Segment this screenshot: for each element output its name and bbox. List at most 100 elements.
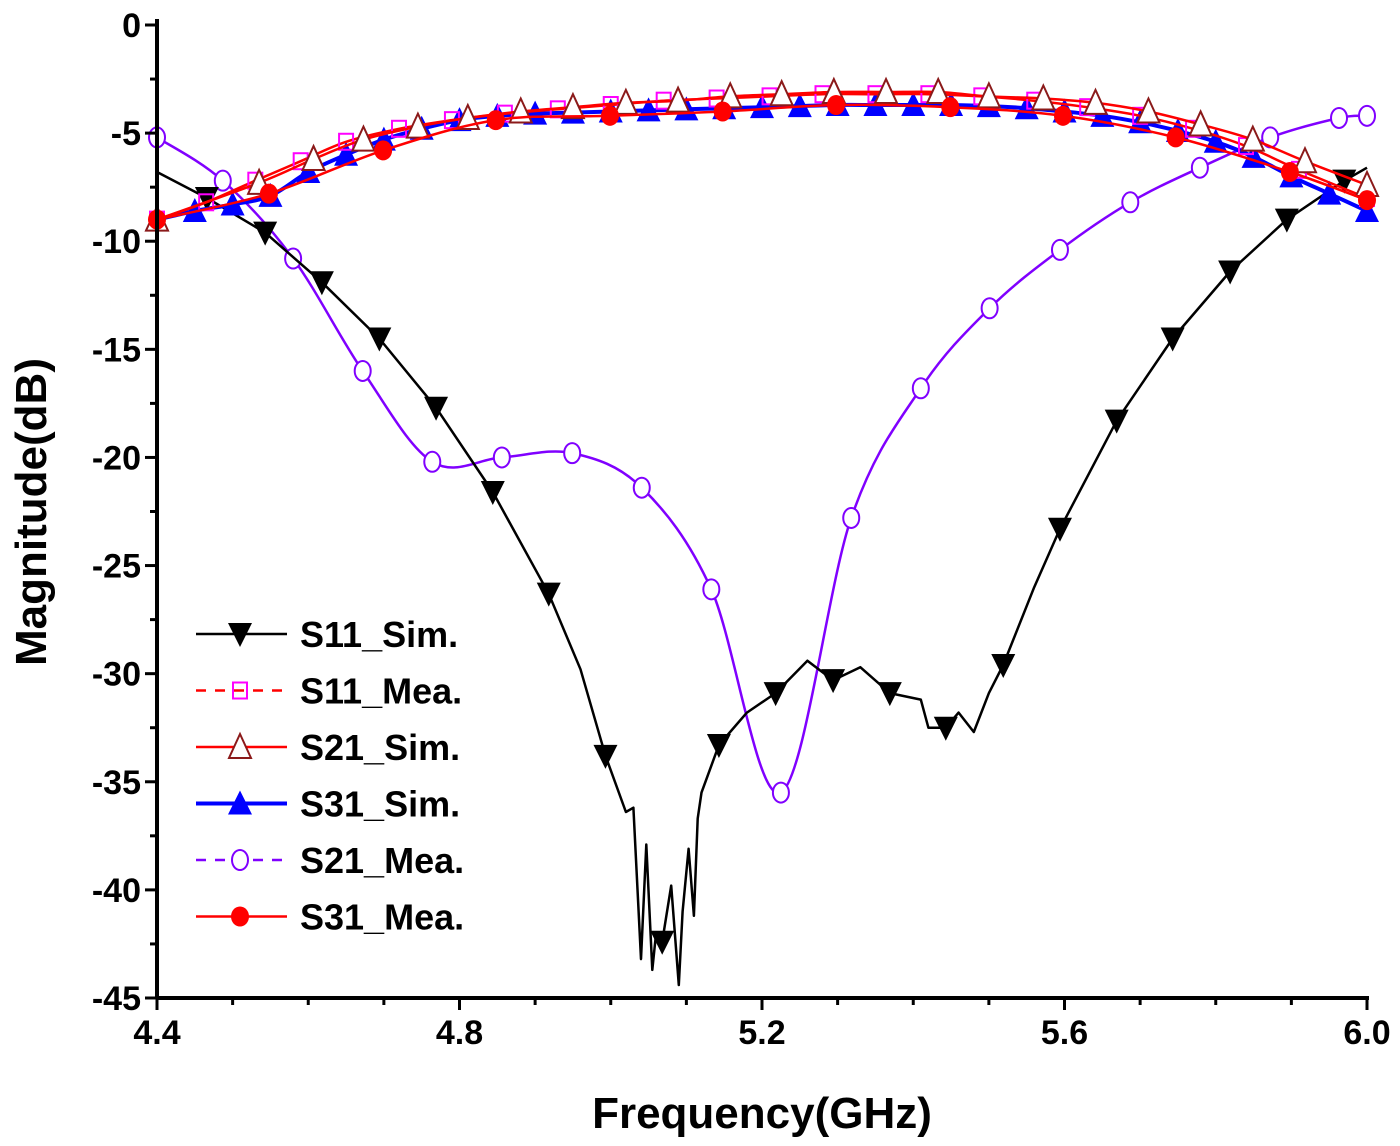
legend-label: S11_Sim. <box>300 614 458 655</box>
s31-mea-point <box>941 97 960 118</box>
legend-marker-icon <box>228 790 252 815</box>
s31-sim-point <box>334 141 359 166</box>
s21-mea-point <box>423 450 442 473</box>
s31-mea-point <box>600 105 619 126</box>
s21-mea-point <box>1050 238 1069 261</box>
y-tick-label: -25 <box>92 548 141 586</box>
x-tick-label: 4.8 <box>436 1014 483 1052</box>
s21-sim-point <box>873 76 899 105</box>
legend-marker-icon <box>231 906 249 927</box>
s11-sim-point <box>593 744 618 769</box>
y-axis-title: Magnitude(dB) <box>7 358 56 666</box>
y-tick-label: -10 <box>92 223 141 261</box>
s11-sim-line <box>156 166 1368 987</box>
series-s31-mea <box>148 95 1376 230</box>
s21-sim-point <box>1082 87 1109 115</box>
s11-sim-point <box>1160 327 1185 352</box>
s21-sim-point <box>300 143 327 172</box>
s21-sim-point <box>1030 83 1056 111</box>
s31-sim-point <box>182 197 207 222</box>
y-tick-label: -20 <box>92 439 141 477</box>
s31-mea-point <box>374 140 393 161</box>
s11-sim-point <box>991 654 1016 679</box>
s21-mea-point <box>492 446 511 469</box>
s11-mea-point <box>338 132 355 151</box>
s11-sim-point <box>763 682 788 707</box>
s21-sim-point <box>455 102 481 130</box>
s11-sim-point <box>706 734 731 759</box>
s21-mea-point <box>911 377 930 400</box>
s11-sim-point <box>536 582 561 607</box>
s21-mea-point <box>1358 104 1376 127</box>
series-s11-sim <box>156 166 1368 987</box>
legend-item-s31-mea: S31_Mea. <box>196 897 464 938</box>
legend-label: S21_Mea. <box>300 840 464 881</box>
x-tick-label: 4.4 <box>133 1014 180 1052</box>
s11-sim-point <box>1047 517 1072 542</box>
legend-label: S31_Sim. <box>300 784 460 825</box>
legend-label: S11_Mea. <box>300 671 462 712</box>
s21-mea-point <box>1121 191 1140 214</box>
s11-sim-point <box>309 271 334 296</box>
x-tick-label: 6.0 <box>1343 1014 1390 1052</box>
s11-sim-point <box>1218 260 1243 285</box>
y-tick-label: -30 <box>92 656 141 694</box>
s21-mea-point <box>842 506 861 529</box>
s21-mea-point <box>702 578 721 601</box>
s21-sim-point <box>613 87 639 115</box>
s11-sim-point <box>253 221 278 246</box>
s21-sim-point <box>925 76 951 105</box>
s31-sim-point <box>901 92 926 117</box>
x-tick-label: 5.6 <box>1041 1014 1088 1052</box>
s11-sim-point <box>877 682 902 707</box>
s31-mea-point <box>827 95 846 116</box>
legend-item-s21-sim: S21_Sim. <box>196 727 460 768</box>
s21-sim-point <box>350 124 377 152</box>
legend-item-s21-mea: S21_Mea. <box>196 840 464 881</box>
y-tick-label: -5 <box>111 115 141 153</box>
s21-sim-point <box>976 80 1002 109</box>
s21-mea-point <box>353 359 372 382</box>
s21-sim-point <box>405 111 431 139</box>
s31-mea-point <box>1166 127 1185 148</box>
legend-label: S31_Mea. <box>300 897 464 938</box>
x-tick-label: 5.2 <box>738 1014 785 1052</box>
y-tick-label: 0 <box>122 7 141 45</box>
s31-mea-point <box>486 110 505 131</box>
legend-item-s31-sim: S31_Sim. <box>196 784 460 825</box>
s11-sim-point <box>194 186 219 211</box>
s21-sim-point <box>1135 96 1162 124</box>
s11-sim-point <box>933 716 958 741</box>
x-axis-title: Frequency(GHz) <box>592 1089 932 1138</box>
s11-sim-point <box>821 669 846 694</box>
s21-mea-point <box>632 476 651 499</box>
y-tick-label: -15 <box>92 331 141 369</box>
s21-sim-point <box>769 78 795 107</box>
legend-label: S21_Sim. <box>300 727 460 768</box>
s11-sim-point <box>367 327 392 352</box>
s21-sim-point <box>1292 145 1318 174</box>
legend-marker-icon <box>227 731 253 759</box>
y-tick-label: -45 <box>92 980 141 1018</box>
s31-mea-point <box>1280 162 1299 183</box>
s21-mea-point <box>771 781 790 804</box>
y-tick-label: -35 <box>92 764 141 802</box>
s31-mea-point <box>1358 190 1376 211</box>
s21-mea-point <box>1330 106 1349 129</box>
s11-sim-point <box>1274 208 1299 233</box>
s31-mea-point <box>713 101 732 122</box>
series-s21-mea <box>148 104 1376 804</box>
s21-mea-point <box>980 297 999 320</box>
s21-mea-point <box>1190 156 1209 179</box>
s31-mea-point <box>1053 105 1072 126</box>
s21-sim-point <box>560 91 586 120</box>
s31-mea-point <box>259 183 278 204</box>
legend-marker-icon <box>228 623 252 647</box>
s21-sim-point <box>1188 109 1214 137</box>
legend-item-s11-mea: S11_Mea. <box>196 671 462 712</box>
s11-sim-point <box>1332 169 1357 194</box>
s21-sim-point <box>1240 124 1266 152</box>
series-layer <box>144 76 1380 987</box>
legend-marker-icon <box>232 681 248 700</box>
